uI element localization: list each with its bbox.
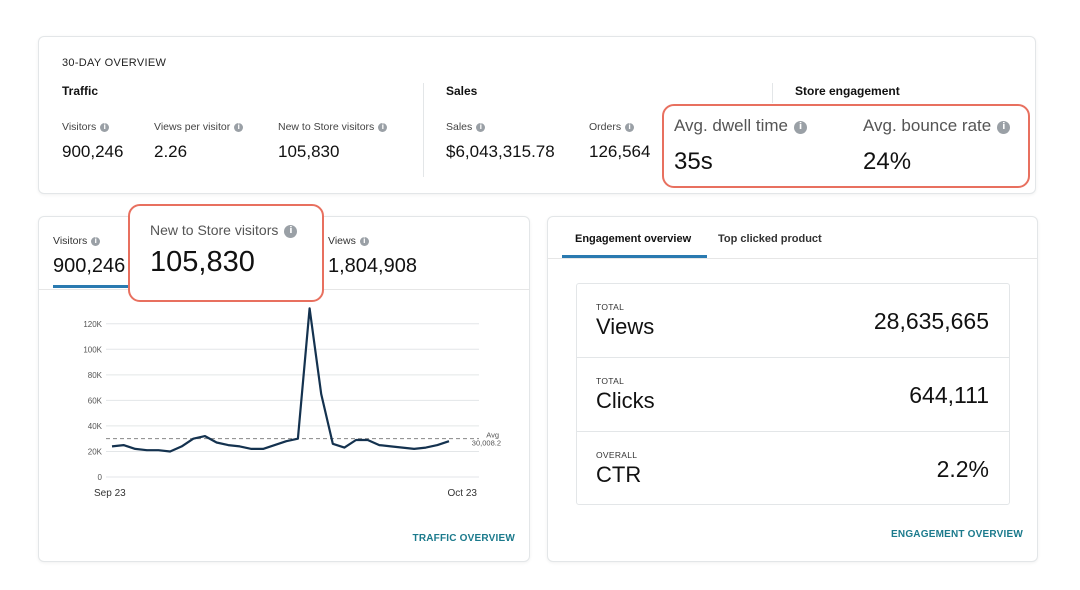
metric-label: Visitors [62,121,97,133]
y-tick-label: 40K [88,422,103,431]
metric-sales: Sales i $6,043,315.78 [446,121,555,162]
y-tick-label: 20K [88,447,103,456]
metric-avg-dwell-time: Avg. dwell time i 35s [674,116,808,176]
x-tick-label: Sep 23 [94,488,126,499]
active-tab-indicator [562,255,707,258]
metric-label: New to Store visitors [150,222,279,238]
y-tick-label: 100K [83,345,102,354]
row-kicker: TOTAL [596,376,625,386]
y-tick-label: 120K [83,320,102,329]
row-kicker: OVERALL [596,450,638,460]
tab-engagement-overview[interactable]: Engagement overview [575,233,692,245]
metric-label: Visitors [53,235,88,247]
table-row: OVERALL CTR 2.2% [577,432,1009,506]
engagement-callout: Avg. dwell time i 35s Avg. bounce rate i 2… [662,104,1030,188]
overview-title: 30-DAY OVERVIEW [62,57,167,69]
average-label: Avg [486,431,499,440]
metric-label: New to Store visitors [278,121,375,133]
info-icon[interactable]: i [476,123,486,132]
y-tick-label: 60K [88,396,103,405]
metric-label: Avg. dwell time [674,116,789,135]
row-value: 28,635,665 [873,308,989,334]
metric-value: 24% [863,148,912,175]
metric-value: 35s [674,148,713,175]
x-tick-label: Oct 23 [448,488,478,499]
traffic-tab-visitors[interactable]: Visitors i 900,246 [53,235,125,278]
metric-value: 105,830 [278,142,340,161]
y-tick-label: 0 [98,473,103,482]
traffic-section-title: Traffic [62,84,99,98]
metric-views-per-visitor: Views per visitor i 2.26 [154,121,244,162]
metric-value: $6,043,315.78 [446,142,555,161]
metric-label: Avg. bounce rate [863,116,992,135]
row-name: Views [596,314,655,339]
metric-label: Views per visitor [154,121,231,133]
sales-section-title: Sales [446,84,478,98]
metric-value: 126,564 [589,142,651,161]
row-value: 644,111 [909,382,989,408]
traffic-overview-link[interactable]: TRAFFIC OVERVIEW [412,533,515,544]
metric-value: 900,246 [62,142,124,161]
metric-value: 900,246 [53,255,126,277]
visitors-series-line [111,307,450,453]
row-name: CTR [596,462,642,487]
section-divider [423,83,424,177]
tab-top-clicked-product[interactable]: Top clicked product [718,233,822,245]
metric-value: 1,804,908 [328,255,417,277]
row-kicker: TOTAL [596,302,625,312]
metric-value: 2.26 [154,142,188,161]
metric-avg-bounce-rate: Avg. bounce rate i 24% [863,116,1011,176]
info-icon[interactable]: i [378,123,388,132]
info-icon[interactable]: i [997,121,1011,134]
metric-new-to-store: New to Store visitors i 105,830 [278,121,388,162]
info-icon[interactable]: i [234,123,244,132]
metric-label: Orders [589,121,622,133]
engagement-overview-link[interactable]: ENGAGEMENT OVERVIEW [891,529,1023,540]
engagement-card: Engagement overview Top clicked product … [547,216,1038,562]
info-icon[interactable]: i [794,121,808,134]
engagement-table: TOTAL Views 28,635,665 TOTAL Clicks 644,… [576,283,1010,505]
section-divider [772,83,773,103]
info-icon[interactable]: i [625,123,635,132]
table-row: TOTAL Clicks 644,111 [577,358,1009,432]
table-row: TOTAL Views 28,635,665 [577,284,1009,358]
metric-label: Sales [446,121,473,133]
metric-label: Views [328,235,356,247]
info-icon[interactable]: i [91,237,101,246]
info-icon[interactable]: i [100,123,110,132]
info-icon[interactable]: i [284,225,298,238]
engagement-section-title: Store engagement [795,84,900,98]
traffic-tab-views[interactable]: Views i 1,804,908 [328,235,417,278]
metric-value: 105,830 [150,246,255,278]
row-name: Clicks [596,388,655,413]
average-value-label: 30,008.2 [472,439,501,448]
info-icon[interactable]: i [359,237,369,246]
new-to-store-callout[interactable]: New to Store visitors i 105,830 [128,204,324,302]
tab-divider [548,258,1037,259]
y-tick-label: 80K [88,371,103,380]
active-tab-indicator [53,285,129,288]
metric-new-to-store-highlight: New to Store visitors i 105,830 [150,222,298,279]
metric-visitors: Visitors i 900,246 [62,121,123,162]
metric-orders: Orders i 126,564 [589,121,650,162]
row-value: 2.2% [936,456,989,482]
